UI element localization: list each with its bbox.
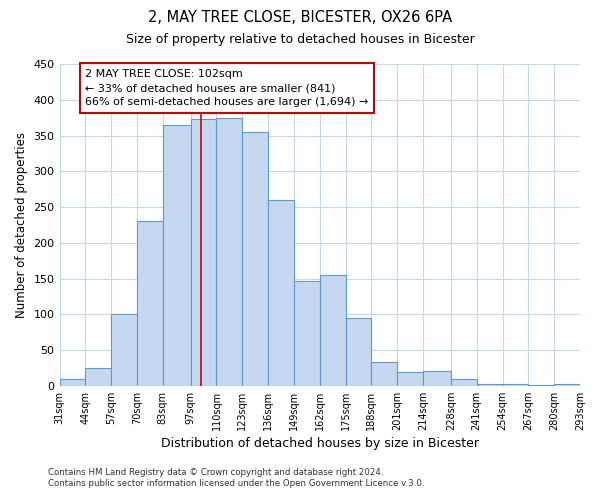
Bar — [554, 384, 580, 386]
Bar — [111, 314, 137, 386]
Bar — [163, 125, 191, 386]
Bar — [137, 222, 163, 386]
Bar — [294, 280, 320, 386]
Bar — [346, 318, 371, 386]
Y-axis label: Number of detached properties: Number of detached properties — [15, 132, 28, 318]
Bar — [268, 200, 294, 386]
Bar — [191, 119, 217, 386]
Bar — [503, 384, 529, 386]
Bar — [217, 118, 242, 386]
Text: Contains HM Land Registry data © Crown copyright and database right 2024.
Contai: Contains HM Land Registry data © Crown c… — [48, 468, 425, 487]
Bar — [397, 372, 423, 386]
Bar — [477, 384, 503, 386]
Bar — [320, 275, 346, 386]
Text: 2, MAY TREE CLOSE, BICESTER, OX26 6PA: 2, MAY TREE CLOSE, BICESTER, OX26 6PA — [148, 10, 452, 25]
Bar — [529, 385, 554, 386]
X-axis label: Distribution of detached houses by size in Bicester: Distribution of detached houses by size … — [161, 437, 479, 450]
Bar — [451, 378, 477, 386]
Text: 2 MAY TREE CLOSE: 102sqm
← 33% of detached houses are smaller (841)
66% of semi-: 2 MAY TREE CLOSE: 102sqm ← 33% of detach… — [85, 69, 369, 107]
Bar — [371, 362, 397, 386]
Text: Size of property relative to detached houses in Bicester: Size of property relative to detached ho… — [125, 32, 475, 46]
Bar — [85, 368, 111, 386]
Bar — [423, 371, 451, 386]
Bar — [242, 132, 268, 386]
Bar — [59, 378, 85, 386]
